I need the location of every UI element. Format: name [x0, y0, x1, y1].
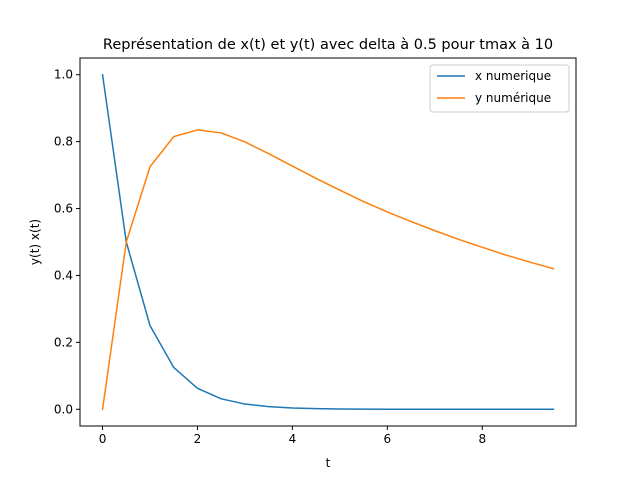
y-tick-label: 0.0 — [54, 402, 73, 416]
y-tick-label: 0.6 — [54, 202, 73, 216]
series-line-1 — [101, 129, 555, 411]
plot-lines — [101, 73, 555, 411]
y-tick-label: 0.8 — [54, 135, 73, 149]
plot-frame — [79, 57, 577, 427]
axis-ticks: 0 2 4 6 8 0.0 0.2 0.4 0.6 0.8 1.0 — [54, 68, 486, 446]
y-tick-label: 1.0 — [54, 68, 73, 82]
x-axis-label: t — [326, 456, 331, 470]
x-tick-label: 2 — [194, 432, 202, 446]
y-tick-label: 0.4 — [54, 268, 73, 282]
chart-title: Représentation de x(t) et y(t) avec delt… — [103, 37, 553, 53]
x-tick-label: 6 — [384, 432, 392, 446]
x-tick-label: 0 — [99, 432, 107, 446]
legend-label-x: x numerique — [475, 69, 551, 83]
x-tick-label: 4 — [289, 432, 297, 446]
legend-label-y: y numérique — [475, 91, 551, 105]
series-line-0 — [101, 73, 555, 411]
x-tick-label: 8 — [478, 432, 486, 446]
y-axis-label: y(t) x(t) — [28, 219, 42, 265]
legend: x numerique y numérique — [429, 64, 570, 113]
y-tick-label: 0.2 — [54, 335, 73, 349]
